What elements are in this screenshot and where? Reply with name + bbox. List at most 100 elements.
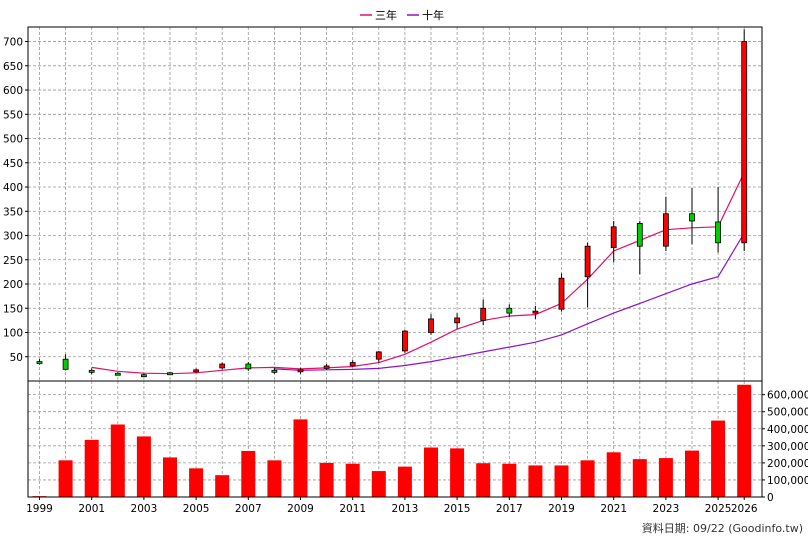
volume-bar <box>606 452 621 497</box>
x-tick-label: 2017 <box>496 503 523 515</box>
candle-body-up <box>375 351 382 360</box>
candle-body-down <box>715 221 721 244</box>
x-tick-label: 2019 <box>548 503 575 515</box>
moving-average-lines <box>91 172 745 375</box>
x-tick-label: 2023 <box>653 503 680 515</box>
candle-body-up <box>610 226 617 249</box>
volume-bar <box>163 457 177 497</box>
x-tick-label: 2005 <box>183 503 210 515</box>
candle-body-down <box>636 222 643 247</box>
price-tick-label: 50 <box>10 352 23 364</box>
volume-bar <box>476 463 491 497</box>
candle-body-up <box>454 317 461 324</box>
price-tick-label: 250 <box>3 255 23 267</box>
candle-body-up <box>428 318 434 333</box>
candle-body-up <box>558 277 565 310</box>
price-tick-label: 700 <box>3 37 23 49</box>
price-tick-label: 550 <box>3 109 23 121</box>
volume-tick-label: 0 <box>767 492 774 504</box>
volume-bar <box>632 459 647 497</box>
price-panel-frame <box>27 26 763 382</box>
price-grid <box>28 27 762 381</box>
candle-body-down <box>167 372 173 376</box>
volume-axis: 0 100,000 200,000 300,000 400,000 500,000 600,… <box>762 390 808 504</box>
candle-body-up <box>349 362 356 366</box>
candle-body-up <box>401 330 408 352</box>
price-axis: 50 100 150 200 250 300 350 400 450 500 550 600 650 70… <box>3 37 28 364</box>
price-tick-label: 450 <box>3 158 23 170</box>
price-tick-label: 200 <box>3 279 23 291</box>
candle-body-up <box>323 365 330 369</box>
volume-bar <box>241 450 256 497</box>
volume-bar <box>319 462 334 497</box>
volume-bar <box>424 447 438 497</box>
price-tick-label: 500 <box>3 134 23 146</box>
ma-3yr-line <box>91 172 745 375</box>
x-tick-label: 2021 <box>600 503 627 515</box>
volume-tick-label: 300,000 <box>767 441 808 453</box>
price-tick-label: 350 <box>3 206 23 218</box>
legend-label-10yr: 十年 <box>422 8 444 22</box>
x-tick-label: 2026 <box>731 503 758 515</box>
x-tick-label: 2025 <box>705 503 732 515</box>
volume-bar <box>450 448 465 497</box>
candle-body-up <box>297 369 304 373</box>
volume-bar <box>580 460 595 497</box>
volume-bar <box>267 460 282 497</box>
x-axis: 1999 2001 2003 2005 2007 2009 2011 2013 2015 2017… <box>26 497 758 515</box>
volume-tick-label: 400,000 <box>767 424 808 436</box>
price-tick-label: 650 <box>3 61 23 73</box>
candle-body-down <box>271 369 278 373</box>
volume-tick-label: 200,000 <box>767 458 808 470</box>
volume-bar <box>658 458 673 497</box>
volume-bar <box>685 450 699 497</box>
volume-tick-label: 100,000 <box>767 475 808 487</box>
x-tick-label: 1999 <box>26 503 53 515</box>
price-tick-label: 600 <box>3 85 23 97</box>
volume-bar <box>58 460 73 497</box>
volume-bar <box>215 475 230 497</box>
candle-body-up <box>584 245 591 278</box>
price-tick-label: 100 <box>3 328 23 340</box>
volume-bar <box>371 471 386 497</box>
volume-tick-label: 500,000 <box>767 407 808 419</box>
volume-bar <box>136 436 151 497</box>
x-tick-label: 2015 <box>444 503 471 515</box>
candle-body-down <box>506 307 513 314</box>
candle-body-down <box>62 358 69 370</box>
volume-tick-label: 600,000 <box>767 390 808 402</box>
volume-bar <box>528 465 543 497</box>
candle-body-down <box>245 363 252 370</box>
x-tick-label: 2007 <box>235 503 262 515</box>
volume-panel-frame <box>27 380 763 498</box>
volume-bar <box>110 424 125 497</box>
candle-body-down <box>689 213 695 222</box>
price-tick-label: 300 <box>3 231 23 243</box>
volume-bar <box>554 465 569 497</box>
candle-body-up <box>532 310 539 314</box>
x-tick-label: 2003 <box>131 503 158 515</box>
x-tick-label: 2011 <box>339 503 366 515</box>
candle-body-up <box>480 307 487 321</box>
candlesticks <box>36 29 748 378</box>
volume-bar <box>502 463 517 497</box>
volume-bar <box>711 420 726 497</box>
price-tick-label: 150 <box>3 303 23 315</box>
candle-body-up <box>663 213 669 247</box>
volume-bars <box>32 384 752 498</box>
candle-body-down <box>140 374 147 378</box>
legend-label-3yr: 三年 <box>375 8 397 22</box>
x-tick-label: 2001 <box>78 503 105 515</box>
candle-body-down <box>36 361 43 365</box>
candle-body-up <box>219 363 226 369</box>
data-date-footer: 資料日期: 09/22 (Goodinfo.tw) <box>642 521 803 535</box>
candle-body-down <box>114 372 121 376</box>
volume-bar <box>84 439 99 497</box>
ma-10yr-line <box>274 232 745 371</box>
candle-body-up <box>193 369 200 373</box>
x-tick-label: 2013 <box>392 503 419 515</box>
candle-body-up <box>741 41 748 244</box>
legend: 三年 十年 <box>360 8 444 22</box>
price-tick-label: 400 <box>3 182 23 194</box>
